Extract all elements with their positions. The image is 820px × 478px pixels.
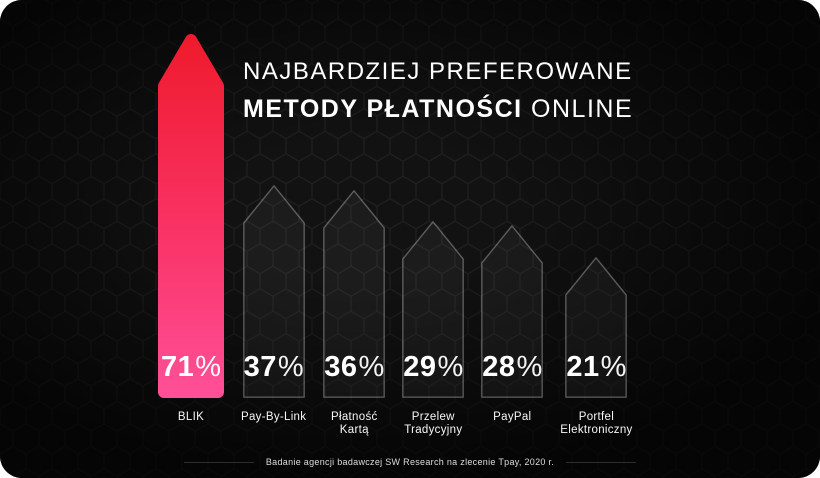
title-line-1: NAJBARDZIEJ PREFEROWANE bbox=[243, 58, 633, 85]
category-label: PayPal bbox=[493, 411, 532, 423]
bar-column-6: 21% Portfel Elektroniczny bbox=[560, 257, 632, 438]
bar-column-4: 29% Przelew Tradycyjny bbox=[402, 221, 465, 438]
bar-column-5: 28% PayPal bbox=[481, 225, 544, 438]
bar-column-1: 71% BLIK bbox=[158, 34, 224, 438]
chart-title: NAJBARDZIEJ PREFEROWANE METODY PŁATNOŚCI… bbox=[243, 58, 633, 124]
arrow-bar: 36% bbox=[323, 190, 386, 398]
source-note-text: Badanie agencji badawczej SW Research na… bbox=[265, 457, 555, 467]
value-label: 29% bbox=[403, 351, 464, 383]
value-label: 21% bbox=[566, 351, 627, 383]
bar-column-2: 37% Pay-By-Link bbox=[241, 185, 306, 438]
arrow-bar-shape bbox=[158, 34, 224, 398]
title-line-2: METODY PŁATNOŚCI ONLINE bbox=[243, 95, 633, 124]
arrow-bar: 21% bbox=[565, 257, 628, 398]
value-label: 28% bbox=[482, 351, 543, 383]
category-label: Przelew Tradycyjny bbox=[404, 411, 463, 436]
arrow-bar: 29% bbox=[402, 221, 465, 398]
bar-column-3: 36% Płatność Kartą bbox=[323, 190, 386, 438]
category-label: Portfel Elektroniczny bbox=[560, 411, 633, 436]
value-label: 36% bbox=[324, 351, 385, 383]
footer-divider-right bbox=[566, 461, 637, 463]
arrow-bar: 28% bbox=[481, 225, 544, 398]
category-label: Płatność Kartą bbox=[331, 411, 378, 436]
value-label: 71% bbox=[160, 351, 222, 383]
source-note: Badanie agencji badawczej SW Research na… bbox=[0, 457, 820, 467]
title-accent: METODY PŁATNOŚCI bbox=[243, 95, 523, 123]
arrow-bar: 37% bbox=[242, 185, 305, 398]
highlighted-arrow-bar: 71% bbox=[158, 34, 224, 398]
title-rest: ONLINE bbox=[531, 95, 634, 123]
category-label: Pay-By-Link bbox=[241, 411, 307, 423]
category-label: BLIK bbox=[177, 411, 205, 423]
value-label: 37% bbox=[243, 351, 304, 383]
footer-divider-left bbox=[183, 461, 254, 463]
